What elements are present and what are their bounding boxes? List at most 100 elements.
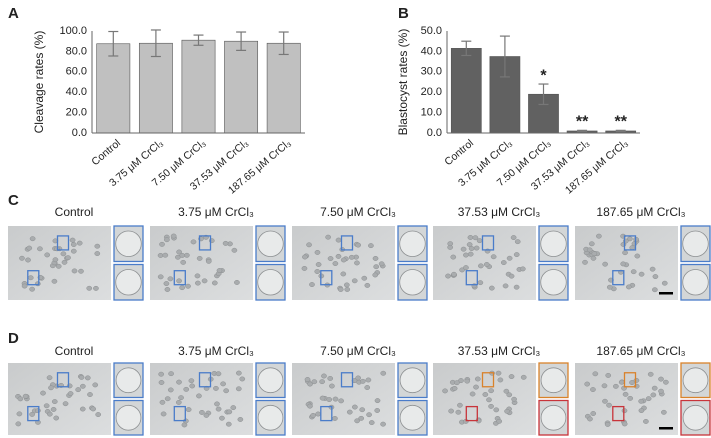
embryo	[92, 382, 99, 388]
embryo	[513, 252, 520, 258]
embryo	[478, 263, 484, 269]
embryo	[466, 242, 473, 248]
embryo	[472, 235, 479, 241]
significance: *	[540, 67, 547, 84]
bar	[96, 43, 131, 134]
y-tick-label: 100.0	[59, 25, 87, 37]
embryo	[448, 408, 454, 414]
embryo	[223, 388, 230, 394]
y-axis-title: Cleavage rates (%)	[32, 31, 46, 134]
embryo	[463, 265, 469, 271]
embryo	[314, 249, 321, 255]
embryo	[332, 416, 338, 421]
embryo	[629, 380, 635, 385]
embryo	[340, 271, 347, 277]
embryo	[442, 388, 448, 394]
embryo	[315, 262, 322, 267]
embryo	[631, 241, 638, 247]
highlight-box	[27, 270, 40, 286]
embryo	[237, 417, 244, 422]
embryo	[215, 406, 222, 412]
bar	[181, 39, 216, 134]
panel-label: B	[398, 5, 409, 22]
embryo	[43, 403, 50, 409]
embryo	[225, 421, 232, 427]
embryo	[622, 250, 628, 256]
embryo	[661, 409, 667, 415]
embryo	[51, 399, 58, 405]
highlight-box	[623, 235, 637, 251]
embryo	[467, 235, 474, 240]
embryo	[164, 396, 171, 402]
embryo	[159, 399, 166, 405]
inset-embryo	[540, 230, 567, 257]
y-axis-title: Blastocyst rates (%)	[396, 29, 410, 136]
y-tick-label: 20.0	[421, 86, 442, 98]
embryo	[590, 411, 597, 416]
embryo	[621, 421, 628, 427]
y-tick-label: 0.0	[72, 127, 87, 139]
embryo	[306, 242, 312, 248]
embryo	[473, 384, 479, 390]
embryo	[477, 280, 484, 286]
embryo	[625, 284, 632, 290]
embryo	[95, 412, 102, 417]
embryo	[445, 273, 451, 279]
embryo	[213, 385, 219, 391]
embryo	[168, 371, 174, 377]
bar	[266, 42, 301, 134]
inset-embryo	[682, 404, 709, 431]
y-tick-label: 40.0	[66, 86, 87, 98]
embryo	[29, 411, 35, 417]
embryo	[231, 247, 238, 253]
inset-embryo	[115, 367, 142, 394]
embryo	[94, 243, 101, 249]
micrograph	[433, 363, 536, 435]
embryo	[235, 386, 242, 392]
image-title: 37.53 μM CrCl₃	[458, 344, 541, 358]
highlight-box	[340, 372, 354, 388]
embryo	[335, 253, 342, 259]
embryo	[176, 379, 182, 385]
embryo	[183, 386, 190, 392]
embryo	[310, 413, 316, 418]
embryo	[195, 280, 201, 286]
embryo	[69, 237, 76, 243]
embryo	[620, 261, 627, 267]
image-title: 187.65 μM CrCl₃	[596, 205, 685, 219]
embryo	[60, 251, 67, 257]
highlight-box	[612, 270, 625, 286]
image-title: 37.53 μM CrCl₃	[458, 205, 541, 219]
embryo	[638, 408, 645, 414]
embryo	[622, 391, 629, 397]
embryo	[355, 375, 362, 381]
embryo	[354, 260, 360, 266]
inset-embryo	[682, 367, 709, 394]
embryo	[178, 395, 184, 401]
embryo	[158, 371, 165, 377]
panel-label: C	[8, 192, 19, 209]
y-tick-label: 30.0	[421, 66, 442, 78]
inset-embryo	[257, 367, 284, 394]
embryo	[510, 235, 517, 241]
bar	[224, 40, 259, 134]
inset-embryo	[399, 367, 426, 394]
embryo	[361, 275, 368, 281]
embryo	[25, 257, 31, 263]
embryo	[86, 285, 93, 291]
embryo	[488, 388, 494, 394]
embryo	[337, 287, 344, 292]
embryo	[450, 254, 457, 260]
embryo	[70, 248, 77, 254]
embryo	[587, 416, 593, 422]
embryo	[365, 377, 372, 383]
embryo	[79, 383, 86, 389]
embryo	[160, 411, 167, 417]
embryo	[582, 259, 588, 265]
image-title: 3.75 μM CrCl₃	[178, 205, 254, 219]
embryo	[627, 395, 634, 401]
embryo	[520, 374, 527, 380]
embryo	[314, 269, 321, 274]
inset-embryo	[115, 269, 142, 296]
